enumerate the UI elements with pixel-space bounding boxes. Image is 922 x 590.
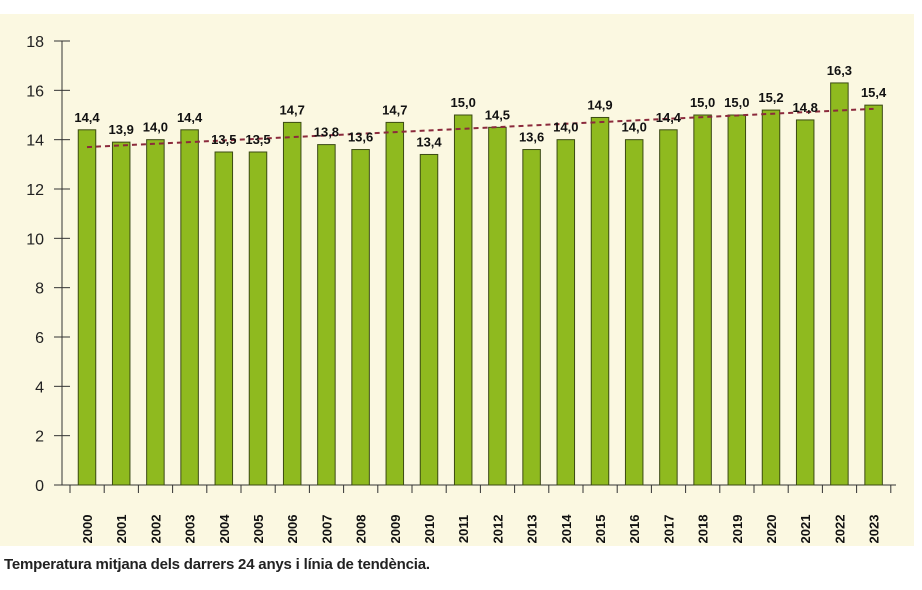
bar	[864, 104, 883, 486]
bar	[590, 116, 610, 486]
x-tick-label: 2007	[319, 515, 334, 544]
data-label: 14,8	[793, 100, 818, 115]
y-tick-label: 6	[35, 330, 44, 347]
x-tick-label: 2017	[661, 515, 676, 544]
x-tick-label: 2020	[764, 515, 779, 544]
x-tick-label: 2014	[559, 514, 574, 544]
x-tick-label: 2015	[593, 515, 608, 544]
data-label: 14,0	[553, 120, 578, 135]
x-tick-label: 2001	[114, 515, 129, 544]
data-label: 13,6	[519, 130, 544, 145]
x-tick-label: 2005	[251, 515, 266, 544]
chart-caption: Temperatura mitjana dels darrers 24 anys…	[4, 556, 430, 573]
bar	[180, 129, 199, 486]
bar	[385, 121, 405, 486]
bar	[693, 114, 712, 486]
y-tick-label: 4	[35, 379, 44, 396]
bar	[111, 141, 131, 486]
x-tick-label: 2012	[490, 515, 505, 544]
y-tick-label: 18	[26, 34, 44, 51]
data-labels-group: 14,4 13,9 14,0 14,4 13,5 13,5 14,7 13,8 13,6 14,7…	[74, 63, 887, 150]
bar	[659, 129, 678, 486]
data-label: 14,4	[177, 110, 203, 125]
trend-line	[86, 107, 874, 149]
y-tick-label: 12	[26, 182, 44, 199]
y-tick-label: 8	[35, 281, 44, 298]
bar	[77, 129, 97, 486]
data-label: 13,9	[109, 122, 134, 137]
bar	[761, 109, 781, 486]
x-tick-label: 2006	[285, 515, 300, 544]
x-tick-label: 2004	[217, 514, 232, 544]
data-label: 13,4	[416, 134, 442, 149]
bar	[214, 151, 234, 486]
bar	[317, 144, 336, 486]
data-label: 15,0	[451, 95, 476, 110]
x-tick-label: 2009	[388, 515, 403, 544]
bar	[522, 149, 541, 486]
data-label: 14,5	[485, 107, 510, 122]
x-tick-label: 2002	[148, 515, 163, 544]
x-tick-label: 2023	[867, 515, 882, 544]
x-tick-label: 2018	[696, 515, 711, 544]
x-axis: 2000 2001 2002 2003 2004 2005 2006 2007 2008 2009…	[62, 484, 896, 544]
data-label: 13,6	[348, 130, 373, 145]
bar	[146, 139, 165, 486]
y-tick-label: 0	[35, 478, 44, 495]
bar	[830, 82, 849, 486]
data-label: 15,0	[724, 95, 749, 110]
bar	[248, 151, 268, 486]
bar	[453, 114, 473, 486]
data-label: 14,4	[656, 110, 682, 125]
x-tick-label: 2022	[832, 515, 847, 544]
data-label: 13,5	[211, 132, 236, 147]
y-axis: 0 2 4 6 8 10 12 14 16 18	[26, 34, 70, 495]
data-label: 14,7	[280, 102, 305, 117]
data-label: 15,2	[758, 90, 783, 105]
bar	[795, 119, 815, 486]
x-tick-label: 2003	[183, 515, 198, 544]
bar	[488, 126, 507, 486]
x-tick-label: 2013	[525, 515, 540, 544]
bars-group	[77, 82, 883, 486]
y-tick-label: 10	[26, 231, 44, 248]
y-tick-label: 16	[26, 83, 44, 100]
data-label: 13,8	[314, 125, 339, 140]
data-label: 14,7	[382, 102, 407, 117]
data-label: 13,5	[245, 132, 270, 147]
data-label: 16,3	[827, 63, 852, 78]
bar	[419, 153, 439, 486]
x-tick-label: 2021	[798, 515, 813, 544]
data-label: 14,0	[143, 120, 168, 135]
bar-chart: 0 2 4 6 8 10 12 14 16 18 2000 2001 2002 2003 2004 2005…	[26, 34, 896, 544]
y-tick-label: 2	[35, 429, 44, 446]
data-label: 14,4	[74, 110, 100, 125]
bar	[282, 121, 302, 486]
bar	[727, 114, 747, 486]
x-tick-label: 2019	[730, 515, 745, 544]
x-tick-label: 2008	[354, 515, 369, 544]
trend-line-group	[86, 107, 874, 149]
y-tick-label: 14	[26, 133, 44, 150]
x-tick-label: 2016	[627, 515, 642, 544]
data-label: 15,4	[861, 85, 887, 100]
bar	[624, 139, 644, 486]
bar	[556, 139, 576, 486]
bar	[351, 149, 370, 486]
data-label: 14,9	[587, 97, 612, 112]
x-tick-label: 2000	[80, 515, 95, 544]
x-tick-label: 2011	[456, 515, 471, 543]
x-tick-label: 2010	[422, 515, 437, 544]
chart-panel: 0 2 4 6 8 10 12 14 16 18 2000 2001 2002 2003 2004 2005…	[0, 14, 914, 546]
data-label: 15,0	[690, 95, 715, 110]
data-label: 14,0	[622, 120, 647, 135]
